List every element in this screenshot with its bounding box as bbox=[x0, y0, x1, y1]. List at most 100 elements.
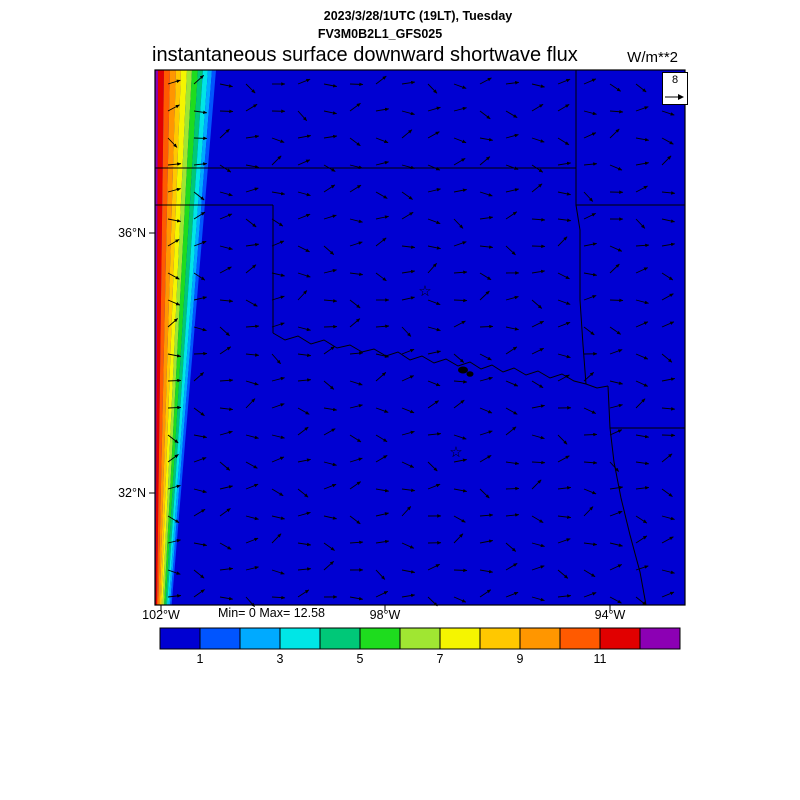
wind-arrow bbox=[557, 161, 572, 166]
wind-arrow bbox=[583, 110, 597, 116]
wind-arrow bbox=[167, 272, 180, 280]
wind-arrow bbox=[531, 380, 544, 389]
wind-arrow bbox=[635, 137, 650, 142]
wind-arrow bbox=[271, 295, 285, 301]
colorbar-segment bbox=[479, 627, 521, 650]
terminator-strip bbox=[155, 70, 158, 605]
wind-arrow bbox=[505, 591, 519, 598]
wind-arrow bbox=[323, 428, 336, 436]
wind-arrow bbox=[505, 164, 519, 170]
wind-arrow bbox=[427, 245, 441, 250]
wind-arrow bbox=[401, 461, 415, 468]
wind-arrow bbox=[505, 110, 518, 118]
wind-arrow bbox=[505, 542, 517, 552]
wind-arrow bbox=[531, 164, 544, 173]
wind-arrow bbox=[453, 218, 464, 229]
map-frame bbox=[154, 69, 686, 606]
wind-arrow bbox=[297, 78, 311, 85]
wind-arrow bbox=[661, 137, 674, 145]
wind-arrow bbox=[193, 589, 205, 598]
wind-arrow bbox=[349, 241, 363, 247]
wind-arrow bbox=[193, 326, 207, 332]
wind-arrow bbox=[323, 83, 338, 88]
wind-arrow bbox=[297, 326, 311, 332]
wind-arrow bbox=[635, 299, 649, 305]
ref-vector-box: 8 bbox=[662, 72, 688, 105]
wind-arrow bbox=[583, 407, 597, 414]
wind-arrow bbox=[349, 515, 361, 525]
wind-arrow bbox=[297, 191, 311, 197]
wind-arrow bbox=[323, 346, 335, 355]
wind-arrow bbox=[453, 83, 467, 89]
wind-arrow bbox=[453, 188, 467, 193]
wind-arrow bbox=[583, 371, 595, 382]
wind-arrow bbox=[193, 351, 208, 356]
wind-arrow bbox=[427, 350, 441, 355]
wind-arrow bbox=[505, 245, 516, 256]
wind-arrow bbox=[167, 353, 182, 358]
wind-arrow bbox=[349, 434, 362, 443]
wind-arrow bbox=[453, 515, 466, 523]
wind-arrow bbox=[557, 299, 571, 305]
colorbar-segment bbox=[639, 627, 681, 650]
wind-arrow bbox=[609, 403, 623, 409]
wind-arrow bbox=[193, 211, 206, 220]
wind-arrow bbox=[167, 594, 182, 598]
wind-arrow bbox=[297, 245, 310, 253]
wind-arrow bbox=[245, 353, 260, 357]
wind-arrow bbox=[167, 104, 180, 112]
wind-arrow bbox=[505, 461, 520, 466]
wind-arrow bbox=[661, 191, 676, 195]
wind-arrow bbox=[323, 299, 338, 303]
colorbar-segment bbox=[279, 627, 321, 650]
wind-arrow bbox=[583, 295, 597, 301]
wind-arrow bbox=[531, 596, 545, 602]
wind-arrow bbox=[297, 511, 311, 517]
model-name: FV3M0B2L1_GFS025 bbox=[317, 27, 443, 41]
wind-arrow bbox=[323, 184, 336, 193]
wind-arrow bbox=[193, 542, 208, 547]
wind-arrow bbox=[401, 110, 415, 116]
wind-arrow bbox=[323, 407, 338, 412]
wind-arrow bbox=[453, 434, 467, 440]
wind-arrow bbox=[479, 290, 490, 301]
terminator-strip bbox=[168, 70, 212, 605]
wind-arrow bbox=[479, 430, 493, 436]
wind-arrow bbox=[479, 110, 491, 120]
city-star-icon: ☆ bbox=[418, 283, 431, 300]
wind-arrow bbox=[479, 324, 494, 329]
wind-arrow bbox=[531, 137, 545, 143]
wind-arrow bbox=[271, 595, 286, 600]
wind-arrow bbox=[583, 460, 598, 465]
terminator-strip bbox=[164, 70, 198, 605]
wind-arrow bbox=[479, 191, 493, 197]
wind-arrow bbox=[583, 506, 594, 517]
terminator-strip bbox=[159, 70, 181, 605]
wind-arrow bbox=[453, 106, 467, 112]
colorbar-segment bbox=[199, 627, 241, 650]
wind-arrow bbox=[401, 129, 413, 139]
wind-arrow bbox=[193, 272, 206, 281]
wind-arrow bbox=[479, 272, 492, 281]
wind-arrow bbox=[167, 162, 182, 166]
wind-arrow bbox=[453, 399, 465, 409]
wind-arrow bbox=[453, 241, 467, 247]
wind-arrow bbox=[375, 512, 389, 517]
terminator-strip bbox=[167, 70, 208, 605]
wind-arrow bbox=[557, 515, 572, 519]
wind-arrow bbox=[427, 218, 441, 225]
wind-arrow bbox=[427, 380, 441, 387]
wind-arrow bbox=[583, 326, 595, 336]
wind-arrow bbox=[375, 488, 390, 493]
plot-title: instantaneous surface downward shortwave… bbox=[152, 44, 578, 66]
wind-arrow bbox=[661, 272, 674, 281]
wind-arrow bbox=[401, 542, 415, 549]
wind-arrow bbox=[323, 380, 335, 390]
wind-arrow bbox=[609, 510, 623, 517]
wind-arrow bbox=[271, 322, 285, 328]
wind-arrow bbox=[375, 353, 389, 358]
wind-arrow bbox=[375, 137, 389, 144]
lon-tick-label: 98°W bbox=[369, 608, 401, 622]
wind-arrow bbox=[401, 269, 416, 274]
